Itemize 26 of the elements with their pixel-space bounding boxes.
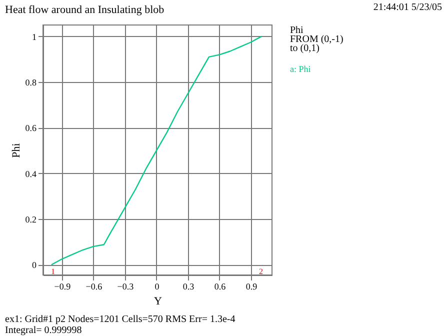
text: a: Phi [290, 64, 312, 74]
y-tick-label: 0.8 [25, 78, 37, 88]
text: 21:44:01 5/23/05 [373, 2, 442, 13]
x-tick-label: 0.3 [182, 282, 195, 292]
text: Integral= 0.999998 [5, 325, 82, 336]
x-axis-title: Y [154, 296, 162, 308]
x-tick-label: −0.6 [86, 282, 103, 292]
y-tick-label: 1 [32, 32, 36, 42]
text: ex1: Grid#1 p2 Nodes=1201 Cells=570 RMS Err= 1.3e-4 [5, 314, 236, 325]
line-series [50, 36, 262, 266]
y-axis-title: Phi [10, 143, 22, 158]
x-tick-label: −0.9 [54, 282, 72, 292]
chart-title: Heat flow around an Insulating blob [5, 4, 165, 16]
y-tick-label: 0.2 [25, 214, 36, 225]
annotation: 2 [259, 267, 263, 276]
x-tick-label: 0.9 [246, 282, 258, 292]
annotation: 1 [51, 267, 55, 276]
text: FROM (0,-1) [290, 34, 344, 45]
text: Phi [290, 25, 304, 36]
y-tick-label: 0 [32, 260, 37, 270]
x-tick-label: −0.3 [117, 282, 134, 292]
text: to (0,1) [290, 43, 320, 54]
y-tick-label: 0.6 [25, 123, 37, 134]
y-tick-label: 0.4 [25, 168, 37, 179]
x-tick-label: 0.6 [214, 282, 226, 292]
x-tick-label: 0 [154, 282, 160, 292]
